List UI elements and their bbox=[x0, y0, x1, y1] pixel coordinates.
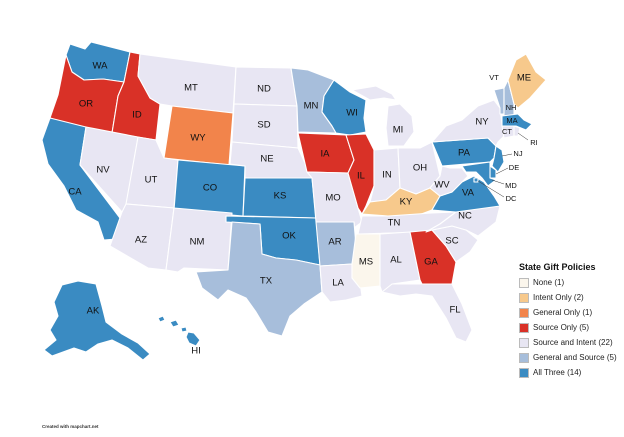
label-ms: MS bbox=[359, 257, 373, 268]
legend-item-general-only: General Only (1) bbox=[519, 308, 619, 318]
state-nh[interactable] bbox=[503, 79, 515, 117]
legend-item-source-only: Source Only (5) bbox=[519, 323, 619, 333]
label-vt: VT bbox=[489, 73, 499, 82]
label-ny: NY bbox=[475, 117, 489, 128]
label-co: CO bbox=[203, 183, 217, 194]
state-wv[interactable] bbox=[429, 165, 469, 197]
legend-items: None (1) Intent Only (2) General Only (1… bbox=[519, 278, 619, 378]
label-ut: UT bbox=[145, 175, 158, 186]
label-ky: KY bbox=[400, 197, 413, 208]
label-sd: SD bbox=[257, 120, 270, 131]
label-tn: TN bbox=[388, 218, 401, 229]
label-ri: RI bbox=[530, 138, 538, 147]
label-de: DE bbox=[509, 163, 519, 172]
label-leader-lines bbox=[477, 132, 529, 198]
legend-swatch bbox=[519, 338, 529, 348]
legend-item-none: None (1) bbox=[519, 278, 619, 288]
label-az: AZ bbox=[135, 235, 147, 246]
legend-item-source-and-intent: Source and Intent (22) bbox=[519, 338, 619, 348]
legend-swatch bbox=[519, 308, 529, 318]
label-fl: FL bbox=[449, 305, 460, 316]
legend-label: Intent Only (2) bbox=[533, 293, 584, 302]
label-wv: WV bbox=[434, 180, 450, 191]
state-nm[interactable] bbox=[165, 207, 233, 273]
legend-swatch bbox=[519, 293, 529, 303]
state-vt[interactable] bbox=[493, 87, 505, 115]
legend-label: All Three (14) bbox=[533, 368, 582, 377]
label-ak: AK bbox=[87, 306, 100, 317]
legend-item-intent-only: Intent Only (2) bbox=[519, 293, 619, 303]
credit-text: Created with mapchart.net bbox=[42, 424, 99, 429]
label-oh: OH bbox=[413, 163, 427, 174]
label-id: ID bbox=[132, 110, 142, 121]
label-wy: WY bbox=[190, 133, 206, 144]
legend-label: General Only (1) bbox=[533, 308, 593, 317]
legend-label: Source and Intent (22) bbox=[533, 338, 613, 347]
label-va: VA bbox=[462, 188, 475, 199]
label-hi: HI bbox=[191, 346, 201, 357]
label-il: IL bbox=[357, 171, 365, 182]
legend-label: General and Source (5) bbox=[533, 353, 617, 362]
label-ma: MA bbox=[506, 116, 517, 125]
label-dc: DC bbox=[506, 194, 517, 203]
label-nj: NJ bbox=[513, 149, 522, 158]
label-ks: KS bbox=[274, 191, 287, 202]
label-sc: SC bbox=[445, 236, 458, 247]
state-hi[interactable] bbox=[157, 315, 201, 347]
label-mn: MN bbox=[304, 101, 319, 112]
label-nv: NV bbox=[96, 165, 110, 176]
label-wi: WI bbox=[346, 108, 358, 119]
state-dc[interactable] bbox=[473, 177, 479, 183]
state-nj[interactable] bbox=[491, 145, 505, 173]
label-in: IN bbox=[382, 170, 392, 181]
label-tx: TX bbox=[260, 276, 273, 287]
state-il[interactable] bbox=[345, 133, 375, 215]
legend-title: State Gift Policies bbox=[519, 262, 596, 272]
label-ar: AR bbox=[328, 237, 341, 248]
label-wa: WA bbox=[93, 61, 109, 72]
legend-swatch bbox=[519, 323, 529, 333]
label-ct: CT bbox=[502, 127, 512, 136]
state-ny[interactable] bbox=[431, 99, 505, 147]
label-ne: NE bbox=[260, 154, 273, 165]
label-ca: CA bbox=[68, 187, 82, 198]
state-md[interactable] bbox=[461, 161, 497, 187]
label-me: ME bbox=[517, 73, 531, 84]
legend-swatch bbox=[519, 368, 529, 378]
label-al: AL bbox=[390, 255, 402, 266]
state-fl[interactable] bbox=[381, 283, 473, 343]
legend-label: Source Only (5) bbox=[533, 323, 590, 332]
legend-label: None (1) bbox=[533, 278, 565, 287]
label-nc: NC bbox=[458, 211, 472, 222]
legend-swatch bbox=[519, 353, 529, 363]
label-mo: MO bbox=[325, 193, 340, 204]
label-ia: IA bbox=[321, 149, 331, 160]
label-la: LA bbox=[332, 278, 344, 289]
legend: State Gift Policies None (1) Intent Only… bbox=[519, 262, 619, 383]
legend-item-all-three: All Three (14) bbox=[519, 368, 619, 378]
legend-swatch bbox=[519, 278, 529, 288]
label-md: MD bbox=[505, 181, 517, 190]
state-tx[interactable] bbox=[195, 221, 323, 337]
label-nh: NH bbox=[506, 103, 517, 112]
state-mi[interactable] bbox=[351, 85, 415, 147]
label-ga: GA bbox=[424, 257, 438, 268]
state-ri[interactable] bbox=[513, 125, 521, 137]
legend-item-general-and-source: General and Source (5) bbox=[519, 353, 619, 363]
label-nd: ND bbox=[257, 84, 271, 95]
label-mt: MT bbox=[184, 83, 198, 94]
label-pa: PA bbox=[458, 148, 471, 159]
state-me[interactable] bbox=[507, 53, 547, 109]
state-ak[interactable] bbox=[43, 280, 151, 361]
state-labels: WA OR CA ID NV MT WY UT CO AZ NM ND SD N… bbox=[68, 61, 537, 357]
label-nm: NM bbox=[190, 237, 205, 248]
label-mi: MI bbox=[393, 125, 404, 136]
label-ok: OK bbox=[282, 231, 296, 242]
label-or: OR bbox=[79, 99, 93, 110]
